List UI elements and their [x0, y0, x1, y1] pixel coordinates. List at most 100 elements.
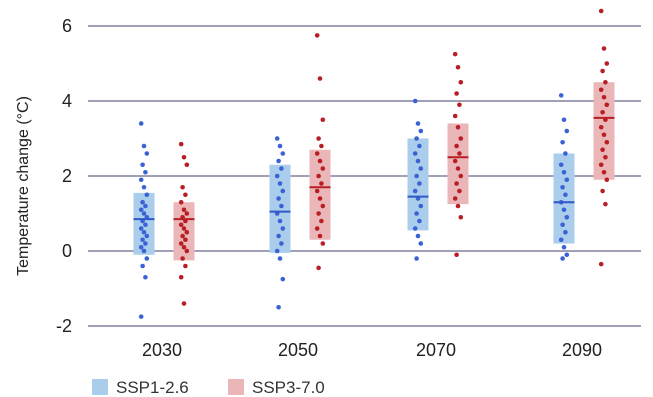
data-point [601, 169, 607, 175]
y-tick-label: -2 [56, 316, 72, 336]
data-point [561, 207, 567, 213]
data-point [563, 151, 568, 156]
data-point [458, 79, 464, 85]
data-point [140, 162, 145, 168]
data-point [320, 117, 326, 123]
data-point [280, 226, 286, 231]
data-point [184, 162, 190, 168]
data-point [277, 181, 283, 186]
legend: SSP1-2.6 SSP3-7.0 [92, 378, 325, 397]
data-point [414, 136, 419, 141]
data-point [564, 214, 570, 220]
data-point [561, 244, 567, 250]
data-point [181, 154, 187, 160]
range-boxes [133, 82, 615, 261]
y-tick-label: 4 [62, 91, 72, 111]
y-tick-label: 2 [62, 166, 72, 186]
data-point [277, 143, 283, 149]
data-point [143, 274, 148, 280]
data-point [414, 173, 419, 179]
data-point [184, 229, 190, 235]
data-point [319, 218, 324, 224]
range-box [269, 164, 291, 253]
data-point [558, 93, 564, 98]
data-point [454, 143, 459, 149]
data-point [454, 252, 459, 258]
data-point [138, 244, 144, 250]
data-point [184, 248, 190, 254]
data-point [178, 141, 184, 147]
data-point [414, 256, 419, 261]
range-box [593, 82, 615, 180]
x-tick-labels: 2030 2050 2070 2090 [142, 340, 602, 360]
data-point [183, 263, 188, 269]
data-point [603, 154, 608, 160]
data-point [277, 256, 283, 261]
data-point [561, 117, 567, 123]
data-point [563, 192, 568, 198]
data-point [178, 274, 184, 280]
data-point [316, 173, 321, 179]
range-box [309, 149, 331, 240]
data-point [598, 87, 604, 93]
data-point [604, 61, 610, 66]
data-point [141, 184, 147, 190]
data-point [279, 241, 284, 246]
data-point [604, 102, 610, 108]
data-point [316, 265, 321, 271]
data-point [276, 233, 281, 239]
data-point [564, 177, 570, 183]
data-point [274, 173, 280, 179]
data-point [417, 181, 422, 186]
data-point [144, 151, 150, 156]
data-point [319, 143, 324, 149]
data-point [415, 121, 421, 126]
data-point [143, 241, 148, 246]
data-point [319, 181, 324, 186]
data-point [604, 177, 610, 183]
data-point [181, 301, 187, 306]
data-point [601, 132, 607, 138]
data-point [138, 314, 144, 319]
data-point [181, 207, 187, 213]
data-point [457, 151, 462, 156]
data-point [277, 218, 283, 224]
data-point [601, 46, 607, 51]
x-tick-label: 2050 [278, 340, 318, 360]
data-point [452, 113, 458, 119]
data-point [184, 211, 190, 216]
data-point [604, 139, 610, 145]
data-point [317, 158, 323, 164]
data-point [143, 169, 148, 175]
data-point [317, 76, 323, 81]
data-point [455, 124, 461, 130]
data-point [180, 184, 185, 190]
range-box [553, 153, 575, 244]
data-point [279, 203, 284, 209]
data-point [560, 139, 565, 145]
data-point [143, 222, 148, 228]
data-point [561, 169, 567, 175]
data-point [280, 151, 286, 156]
data-point [457, 188, 462, 194]
data-point [415, 233, 421, 239]
data-point [138, 177, 144, 183]
data-point [316, 136, 321, 141]
data-point [455, 203, 461, 209]
data-point [600, 68, 605, 74]
median-lines [133, 116, 615, 221]
data-point [280, 188, 286, 194]
data-point [600, 188, 605, 194]
data-point [138, 207, 144, 213]
data-point [314, 226, 320, 231]
data-point [417, 218, 422, 224]
data-point [140, 237, 145, 243]
data-point [276, 304, 281, 310]
data-point [412, 226, 418, 231]
data-point [417, 143, 422, 149]
data-point [601, 94, 607, 100]
x-tick-label: 2030 [142, 340, 182, 360]
data-point [144, 192, 150, 198]
data-point [144, 256, 150, 261]
data-point [181, 244, 187, 250]
